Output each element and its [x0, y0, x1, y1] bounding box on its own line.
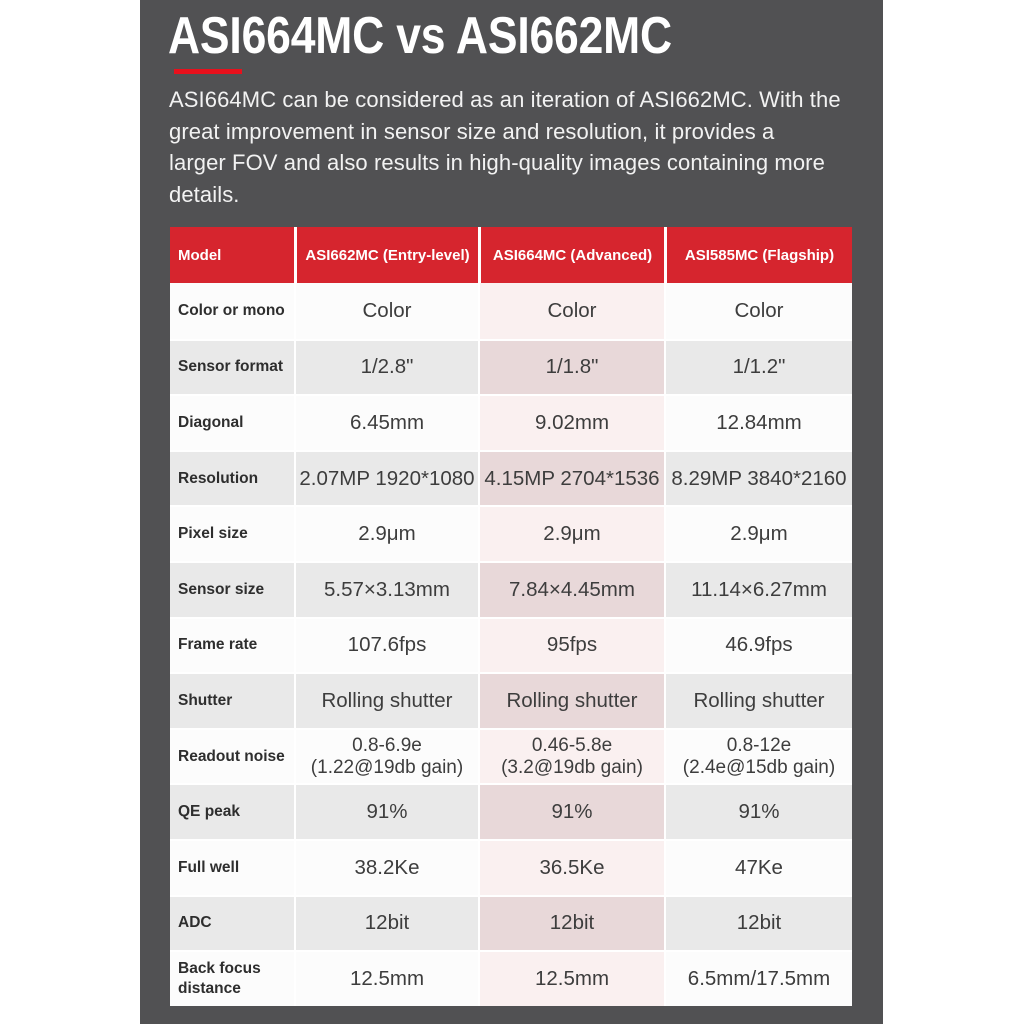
- cell-value-highlighted: 1/1.8": [478, 338, 664, 395]
- table-header-row: Model ASI662MC (Entry-level) ASI664MC (A…: [170, 227, 852, 283]
- row-label: Readout noise: [170, 727, 294, 784]
- cell-value: 0.8-12e (2.4e@15db gain): [664, 727, 852, 784]
- cell-value-highlighted: 4.15MP 2704*1536: [478, 449, 664, 506]
- row-label: Color or mono: [170, 283, 294, 339]
- column-header-asi662mc: ASI662MC (Entry-level): [294, 227, 478, 283]
- title-underline: [174, 69, 242, 74]
- table-row: Sensor format 1/2.8" 1/1.8" 1/1.2": [170, 338, 852, 395]
- table-row: Color or mono Color Color Color: [170, 283, 852, 339]
- cell-value: 2.07MP 1920*1080: [294, 449, 478, 506]
- column-header-asi664mc: ASI664MC (Advanced): [478, 227, 664, 283]
- cell-value-highlighted: 91%: [478, 783, 664, 839]
- cell-value: 1/1.2": [664, 338, 852, 395]
- cell-value: 46.9fps: [664, 616, 852, 673]
- row-label: Pixel size: [170, 505, 294, 561]
- cell-value: Color: [664, 283, 852, 339]
- cell-value-highlighted: 12bit: [478, 894, 664, 951]
- cell-value: 91%: [664, 783, 852, 839]
- column-header-model: Model: [170, 227, 294, 283]
- cell-value: 47Ke: [664, 838, 852, 895]
- table-row: Readout noise 0.8-6.9e (1.22@19db gain) …: [170, 727, 852, 784]
- table-row: Back focus distance 12.5mm 12.5mm 6.5mm/…: [170, 950, 852, 1006]
- row-label: Frame rate: [170, 616, 294, 673]
- cell-value: 6.5mm/17.5mm: [664, 950, 852, 1006]
- cell-value-highlighted: 36.5Ke: [478, 838, 664, 895]
- cell-value: 11.14×6.27mm: [664, 560, 852, 617]
- cell-value: 38.2Ke: [294, 838, 478, 895]
- table-row: Resolution 2.07MP 1920*1080 4.15MP 2704*…: [170, 449, 852, 506]
- cell-value: Rolling shutter: [294, 672, 478, 728]
- cell-value: 91%: [294, 783, 478, 839]
- cell-value-highlighted: 7.84×4.45mm: [478, 560, 664, 617]
- cell-value-highlighted: 2.9μm: [478, 505, 664, 561]
- cell-value-highlighted: 9.02mm: [478, 394, 664, 450]
- cell-value-highlighted: 12.5mm: [478, 950, 664, 1006]
- cell-value: Color: [294, 283, 478, 339]
- cell-value: 12.5mm: [294, 950, 478, 1006]
- table-row: Shutter Rolling shutter Rolling shutter …: [170, 672, 852, 728]
- table-row: Sensor size 5.57×3.13mm 7.84×4.45mm 11.1…: [170, 560, 852, 617]
- row-label: Shutter: [170, 672, 294, 728]
- cell-value: 6.45mm: [294, 394, 478, 450]
- cell-value: 1/2.8": [294, 338, 478, 395]
- cell-value-highlighted: 0.46-5.8e (3.2@19db gain): [478, 727, 664, 784]
- row-label: ADC: [170, 894, 294, 951]
- cell-value: 2.9μm: [294, 505, 478, 561]
- cell-value: 12bit: [664, 894, 852, 951]
- row-label: Resolution: [170, 449, 294, 506]
- table-row: Full well 38.2Ke 36.5Ke 47Ke: [170, 838, 852, 895]
- table-row: QE peak 91% 91% 91%: [170, 783, 852, 839]
- cell-value-highlighted: Rolling shutter: [478, 672, 664, 728]
- cell-value: Rolling shutter: [664, 672, 852, 728]
- table-row: Diagonal 6.45mm 9.02mm 12.84mm: [170, 394, 852, 450]
- cell-value: 107.6fps: [294, 616, 478, 673]
- row-label: Sensor size: [170, 560, 294, 617]
- row-label: Sensor format: [170, 338, 294, 395]
- table-row: Pixel size 2.9μm 2.9μm 2.9μm: [170, 505, 852, 561]
- cell-value: 12.84mm: [664, 394, 852, 450]
- cell-value-highlighted: 95fps: [478, 616, 664, 673]
- cell-value: 5.57×3.13mm: [294, 560, 478, 617]
- spec-comparison-table: Model ASI662MC (Entry-level) ASI664MC (A…: [170, 227, 852, 1006]
- cell-value: 2.9μm: [664, 505, 852, 561]
- column-header-asi585mc: ASI585MC (Flagship): [664, 227, 852, 283]
- table-row: ADC 12bit 12bit 12bit: [170, 894, 852, 951]
- row-label: Back focus distance: [170, 950, 294, 1006]
- row-label: QE peak: [170, 783, 294, 839]
- cell-value: 0.8-6.9e (1.22@19db gain): [294, 727, 478, 784]
- cell-value: 8.29MP 3840*2160: [664, 449, 852, 506]
- cell-value-highlighted: Color: [478, 283, 664, 339]
- table-row: Frame rate 107.6fps 95fps 46.9fps: [170, 616, 852, 673]
- row-label: Full well: [170, 838, 294, 895]
- page-title: ASI664MC vs ASI662MC: [168, 7, 672, 65]
- intro-paragraph: ASI664MC can be considered as an iterati…: [169, 87, 841, 207]
- cell-value: 12bit: [294, 894, 478, 951]
- row-label: Diagonal: [170, 394, 294, 450]
